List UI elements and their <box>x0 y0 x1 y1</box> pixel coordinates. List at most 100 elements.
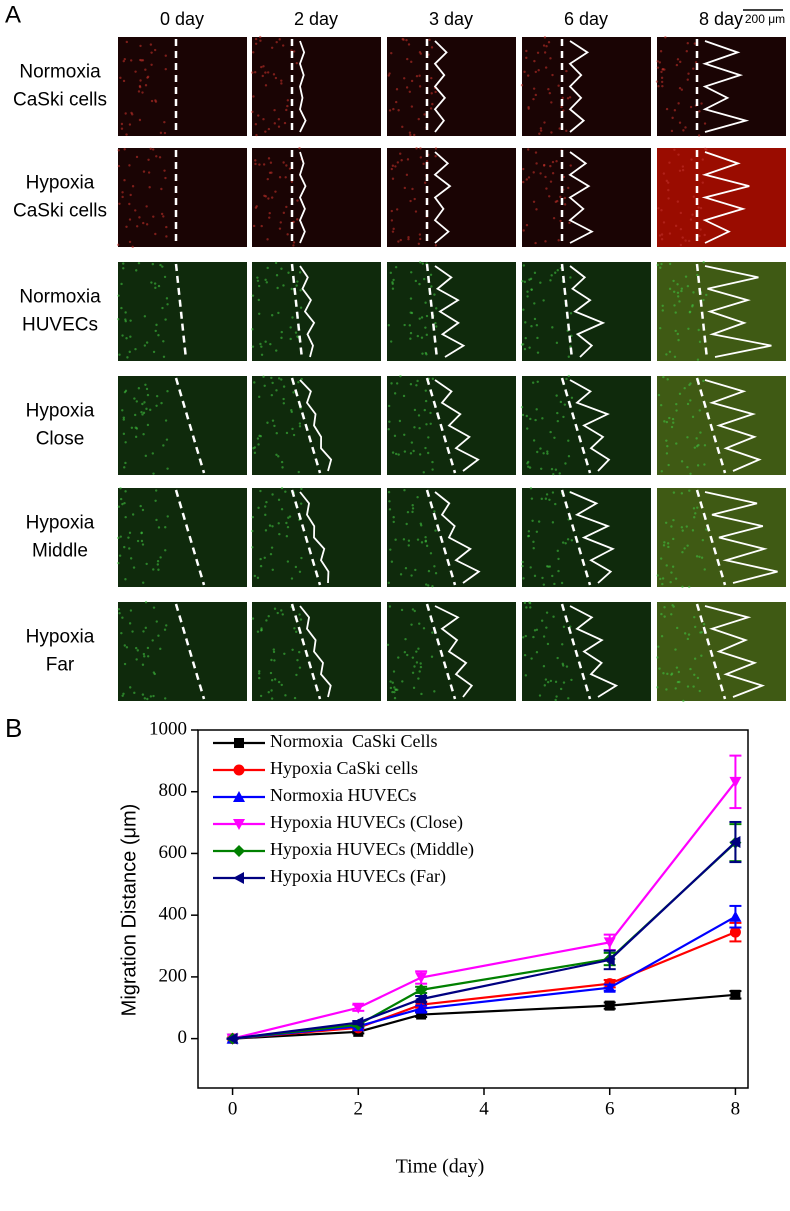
cell-dot <box>425 314 429 318</box>
cell-dot <box>660 635 664 638</box>
cell-dot <box>389 271 393 275</box>
migration-front <box>434 491 481 584</box>
cell-dot <box>672 421 675 424</box>
cell-dot <box>416 496 419 499</box>
cell-dot <box>133 413 137 417</box>
cell-dot <box>119 76 122 80</box>
cell-dot <box>135 658 138 661</box>
cell-dot <box>409 199 412 203</box>
cell-dot <box>160 401 163 405</box>
cell-dot <box>160 212 164 216</box>
cell-dot <box>154 489 158 492</box>
cell-dot <box>298 650 301 654</box>
cell-dot <box>660 237 664 241</box>
cell-dot <box>549 279 552 282</box>
cell-dot <box>252 224 256 228</box>
cell-dot <box>157 284 161 288</box>
cell-dot <box>567 697 570 700</box>
cell-dot <box>148 186 151 189</box>
cell-dot <box>389 680 392 683</box>
cell-dot <box>155 620 158 623</box>
cell-dot <box>692 291 695 294</box>
x-tick-label: 6 <box>605 1098 615 1119</box>
cell-dot <box>166 467 169 470</box>
cell-dot <box>393 434 397 438</box>
cell-dot <box>549 57 552 60</box>
migration-front <box>299 40 307 133</box>
cell-dot <box>124 389 128 393</box>
cell-dot <box>693 446 697 449</box>
cell-dot <box>524 634 527 638</box>
cell-dot <box>276 611 279 615</box>
cell-dot <box>661 68 664 71</box>
cell-dot <box>152 606 156 609</box>
cell-dot <box>529 566 532 569</box>
cell-dot <box>555 341 559 345</box>
cell-dot <box>257 284 261 288</box>
cell-dot <box>268 216 271 219</box>
cell-dot <box>660 612 663 616</box>
cell-dot <box>139 79 142 82</box>
cell-dot <box>409 337 412 340</box>
cell-dot <box>259 435 263 438</box>
cell-dot <box>117 608 121 611</box>
cell-dot <box>431 377 435 381</box>
cell-dot <box>410 60 413 64</box>
legend-label: Hypoxia HUVECs (Close) <box>270 812 463 833</box>
cell-dot <box>562 175 566 179</box>
cell-dot <box>270 697 274 700</box>
cell-dot <box>418 282 421 286</box>
cell-dot <box>554 698 557 702</box>
cell-dot <box>545 187 548 190</box>
y-tick-label: 400 <box>159 904 188 925</box>
cell-dot <box>680 287 684 290</box>
cell-dot <box>271 381 274 385</box>
cell-dot <box>435 325 438 328</box>
cell-dot <box>288 167 292 170</box>
cell-dot <box>267 157 271 160</box>
cell-dot <box>417 414 421 417</box>
cell-dot <box>551 171 555 175</box>
cell-dot <box>418 74 421 77</box>
plot-frame <box>197 729 749 1089</box>
cell-dot <box>274 76 278 80</box>
cell-dot <box>429 552 433 555</box>
cell-dot <box>549 180 553 183</box>
cell-dot <box>554 200 558 204</box>
cell-dot <box>698 409 701 412</box>
origin-line <box>695 263 709 360</box>
origin-line <box>560 603 592 700</box>
cell-dot <box>297 381 300 384</box>
cell-dot <box>123 662 127 666</box>
cell-dot <box>703 444 707 447</box>
marker <box>415 983 428 996</box>
cell-dot <box>423 113 426 116</box>
cell-dot <box>165 438 169 441</box>
cell-dot <box>670 571 673 574</box>
cell-dot <box>251 529 254 533</box>
cell-dot <box>406 653 409 657</box>
cell-dot <box>549 164 552 168</box>
cell-dot <box>417 677 420 680</box>
cell-dot <box>667 197 670 200</box>
cell-dot <box>122 59 125 63</box>
cell-dot <box>268 211 271 215</box>
cell-dot <box>431 468 434 471</box>
cell-dot <box>159 556 162 559</box>
cell-dot <box>700 654 703 657</box>
cell-dot <box>542 635 546 638</box>
cell-dot <box>408 90 412 93</box>
cell-dot <box>132 566 136 569</box>
cell-dot <box>254 159 257 162</box>
cell-dot <box>269 671 273 675</box>
cell-dot <box>392 227 395 231</box>
origin-line <box>174 603 206 700</box>
cell-dot <box>542 583 546 586</box>
cell-dot <box>134 646 138 650</box>
migration-front <box>569 605 619 698</box>
cell-dot <box>414 210 418 213</box>
cell-dot <box>705 528 708 531</box>
cell-dot <box>430 46 434 49</box>
column-header: 0 day <box>160 9 204 29</box>
cell-dot <box>124 461 127 465</box>
